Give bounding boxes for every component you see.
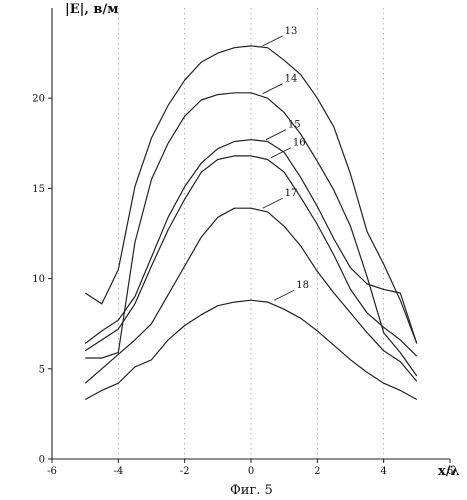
y-axis-title: |E|, в/м xyxy=(65,2,119,17)
curve-label-16: 16 xyxy=(293,138,306,149)
label-leader-15 xyxy=(266,130,286,140)
figure-caption: Фиг. 5 xyxy=(230,483,273,498)
x-tick-label: -6 xyxy=(47,466,57,477)
axes xyxy=(48,8,450,463)
x-tick-label: 0 xyxy=(248,466,254,477)
y-tick-label: 10 xyxy=(32,274,45,285)
y-tick-label: 20 xyxy=(32,94,45,105)
label-leader-17 xyxy=(263,198,283,208)
x-axis-title: x/λ xyxy=(438,464,460,479)
x-tick-label: -2 xyxy=(180,466,190,477)
y-tick-label: 15 xyxy=(32,184,45,195)
y-tick-label: 0 xyxy=(39,455,45,466)
label-leader-16 xyxy=(271,148,291,158)
x-tick-label: -4 xyxy=(113,466,123,477)
y-tick-label: 5 xyxy=(39,364,45,375)
series-line-18 xyxy=(85,300,417,399)
grid xyxy=(118,8,383,459)
curve-label-18: 18 xyxy=(296,280,309,291)
curve-label-13: 13 xyxy=(285,26,298,37)
label-leader-13 xyxy=(263,36,283,46)
curve-label-14: 14 xyxy=(285,74,298,85)
label-leader-14 xyxy=(263,84,283,94)
curve-label-17: 17 xyxy=(285,188,298,199)
label-leader-18 xyxy=(274,290,294,300)
x-tick-label: 2 xyxy=(314,466,320,477)
x-tick-label: 4 xyxy=(380,466,386,477)
tick-labels: -6-4-2024605101520 xyxy=(32,94,453,477)
curve-label-15: 15 xyxy=(288,120,301,131)
